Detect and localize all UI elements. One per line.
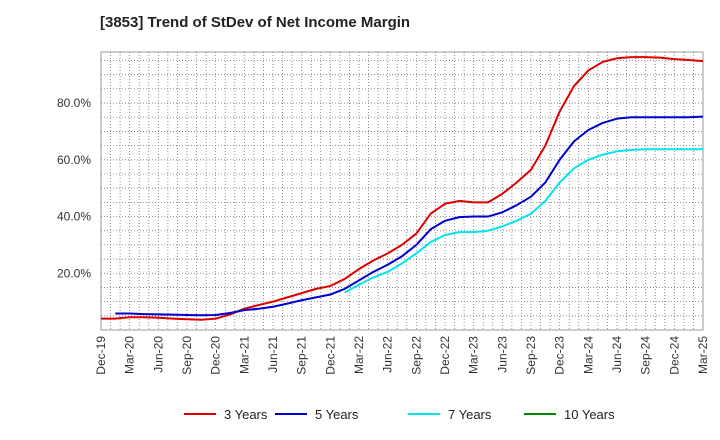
legend-label: 5 Years: [315, 407, 359, 422]
legend-label: 10 Years: [564, 407, 615, 422]
x-tick-label: Jun-24: [610, 336, 624, 373]
plot-area: [100, 51, 704, 331]
x-tick-label: Mar-20: [123, 336, 137, 374]
x-tick-label: Mar-25: [696, 336, 710, 374]
x-tick-label: Dec-24: [667, 336, 681, 375]
x-tick-label: Dec-20: [209, 336, 223, 375]
y-tick-label: 40.0%: [57, 210, 91, 224]
x-tick-label: Sep-21: [295, 336, 309, 375]
legend-label: 3 Years: [224, 407, 268, 422]
y-tick-label: 80.0%: [57, 96, 91, 110]
x-tick-label: Mar-22: [352, 336, 366, 374]
x-tick-label: Mar-23: [467, 336, 481, 374]
x-tick-label: Sep-20: [180, 336, 194, 375]
x-tick-label: Dec-22: [438, 336, 452, 375]
vertical-gridlines: [110, 52, 694, 330]
legend: 3 Years 5 Years 7 Years 10 Years: [184, 407, 615, 422]
x-tick-label: Mar-24: [581, 336, 595, 374]
x-tick-label: Sep-23: [524, 336, 538, 375]
x-tick-label: Dec-19: [94, 336, 108, 375]
x-tick-label: Mar-21: [237, 336, 251, 374]
x-tick-label: Jun-23: [495, 336, 509, 373]
y-axis-tick-labels: 20.0% 40.0% 60.0% 80.0%: [57, 96, 91, 280]
series-line-5-years: [115, 115, 704, 317]
x-tick-label: Dec-23: [553, 336, 567, 375]
y-tick-label: 20.0%: [57, 266, 91, 280]
x-tick-label: Jun-21: [266, 336, 280, 373]
x-tick-label: Sep-22: [409, 336, 423, 375]
series-lines: [101, 56, 704, 321]
series-line-7-years: [344, 148, 703, 294]
x-tick-label: Jun-20: [151, 336, 165, 373]
x-tick-label: Jun-22: [381, 336, 395, 373]
x-axis-tick-labels: Dec-19 Mar-20 Jun-20 Sep-20 Dec-20 Mar-21 Jun-…: [94, 336, 710, 375]
series-line-3-years: [101, 56, 704, 321]
chart-title: [3853] Trend of StDev of Net Income Marg…: [100, 14, 411, 31]
x-tick-label: Dec-21: [323, 336, 337, 375]
y-tick-label: 60.0%: [57, 153, 91, 167]
legend-label: 7 Years: [448, 407, 492, 422]
x-tick-label: Sep-24: [639, 336, 653, 375]
horizontal-gridlines: [101, 60, 703, 317]
